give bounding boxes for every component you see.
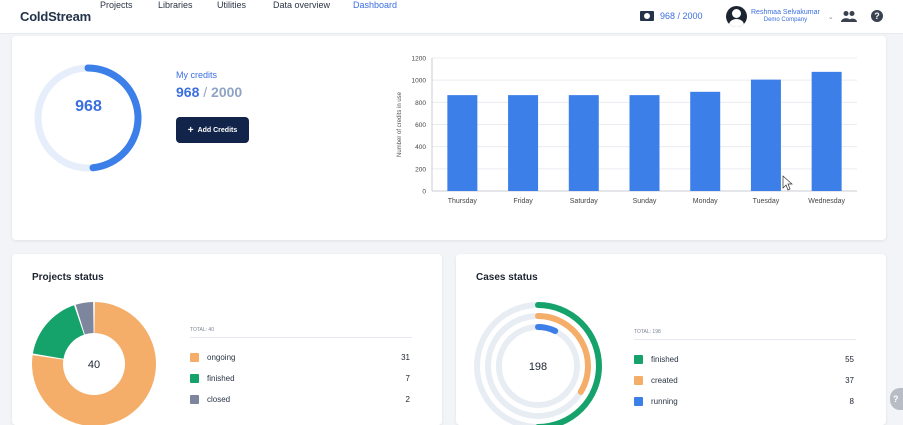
divider (634, 339, 856, 340)
help-icon[interactable]: ? (871, 10, 883, 22)
legend-item: created (634, 376, 678, 385)
nav-projects[interactable]: Projects (100, 0, 133, 10)
cases-status-card: Cases status 198 TOTAL: 198 finished 55 … (456, 254, 886, 425)
legend-value: 55 (845, 355, 854, 364)
cases-total-center: 198 (528, 361, 548, 373)
team-icon[interactable] (841, 10, 857, 22)
add-credits-button[interactable]: + Add Credits (176, 117, 249, 143)
projects-total-label: TOTAL: 40 (190, 327, 214, 333)
bar (447, 95, 478, 191)
bar (508, 95, 539, 191)
x-tick-label: Saturday (570, 198, 599, 205)
legend-swatch (634, 397, 643, 406)
y-tick-label: 1200 (412, 56, 427, 63)
legend-item: ongoing (190, 353, 235, 362)
bar (568, 95, 599, 191)
mouse-cursor-icon (782, 175, 793, 191)
nav-libraries[interactable]: Libraries (158, 0, 193, 10)
credits-ring-progress (84, 64, 142, 172)
legend-swatch (634, 355, 643, 364)
nav-utilities[interactable]: Utilities (217, 0, 247, 10)
y-tick-label: 600 (415, 122, 426, 129)
add-credits-label: Add Credits (197, 126, 238, 134)
legend-label: closed (207, 395, 231, 404)
legend-swatch (190, 353, 199, 362)
money-icon (640, 11, 654, 21)
x-tick-label: Tuesday (753, 198, 780, 205)
credits-bar-chart: 0 200 400 600 800 1000 1200 Number of credits i… (397, 56, 857, 205)
legend-label: ongoing (207, 353, 236, 362)
legend-item: running (634, 397, 678, 406)
credits-total: 2000 (211, 84, 243, 100)
credits-ring-value: 968 (75, 98, 102, 115)
legend-value: 37 (845, 376, 854, 385)
legend-item: finished (190, 374, 235, 383)
bar (629, 95, 660, 191)
x-tick-label: Monday (693, 198, 718, 205)
x-tick-label: Thursday (448, 198, 478, 205)
legend-value: 7 (405, 374, 410, 383)
ring-progress (535, 324, 559, 335)
legend-swatch (190, 374, 199, 383)
y-tick-label: 200 (415, 166, 426, 173)
cases-total-label: TOTAL: 198 (634, 329, 661, 335)
projects-status-card: Projects status 40 TOTAL: 40 ongoing 31 … (12, 254, 442, 425)
legend-value: 8 (849, 397, 854, 406)
legend-label: created (651, 376, 678, 385)
divider (190, 337, 412, 338)
y-tick-label: 0 (422, 189, 426, 196)
plus-icon: + (187, 124, 194, 136)
legend-item: closed (190, 395, 230, 404)
my-credits-label: My credits (176, 70, 218, 80)
legend-label: finished (207, 374, 235, 383)
legend-label: running (651, 397, 678, 406)
x-tick-label: Wednesday (808, 198, 845, 205)
user-company: Demo Company (763, 17, 808, 24)
projects-total-center: 40 (87, 359, 101, 371)
y-tick-label: 1000 (412, 78, 427, 85)
user-menu[interactable]: Reshmaa Selvakumar Demo Company ⌄ (726, 6, 834, 27)
projects-donut (32, 302, 156, 425)
legend-value: 31 (401, 353, 410, 362)
legend-swatch (634, 376, 643, 385)
legend-label: finished (651, 355, 679, 364)
logo[interactable]: ColdStream (20, 9, 91, 24)
legend-value: 2 (405, 395, 410, 404)
donut-slice (32, 305, 85, 359)
cases-status-title: Cases status (476, 272, 538, 283)
y-tick-label: 800 (415, 100, 426, 107)
top-navbar: ColdStream Projects Libraries Utilities … (0, 0, 903, 34)
floating-help-tab[interactable]: ? (890, 388, 903, 410)
x-tick-label: Friday (513, 198, 533, 205)
x-tick-label: Sunday (633, 198, 657, 205)
credits-indicator[interactable]: 968 / 2000 (640, 11, 703, 21)
bar (690, 91, 721, 191)
y-tick-label: 400 (415, 144, 426, 151)
nav-data-overview[interactable]: Data overview (273, 0, 331, 10)
my-credits-value: 968 / 2000 (176, 84, 242, 100)
bar (750, 79, 781, 191)
bar (811, 71, 842, 191)
nav-dashboard[interactable]: Dashboard (353, 0, 398, 10)
credits-ring (34, 64, 142, 172)
projects-status-title: Projects status (32, 272, 104, 283)
credits-indicator-text: 968 / 2000 (660, 11, 703, 21)
credits-separator: / (203, 84, 208, 100)
avatar (726, 6, 747, 27)
ring-progress (535, 302, 602, 425)
donut-slice (32, 302, 156, 425)
chevron-down-icon: ⌄ (827, 13, 834, 21)
legend-swatch (190, 395, 199, 404)
credits-used: 968 (176, 84, 200, 100)
donut-slice (75, 302, 94, 335)
user-name: Reshmaa Selvakumar (751, 8, 820, 16)
legend-item: finished (634, 355, 679, 364)
credits-card: 968 My credits 968 / 2000 + Add Credits … (12, 36, 886, 240)
ring-progress (535, 313, 591, 395)
y-axis-label: Number of credits in use (397, 91, 403, 157)
cases-rings (474, 302, 602, 425)
